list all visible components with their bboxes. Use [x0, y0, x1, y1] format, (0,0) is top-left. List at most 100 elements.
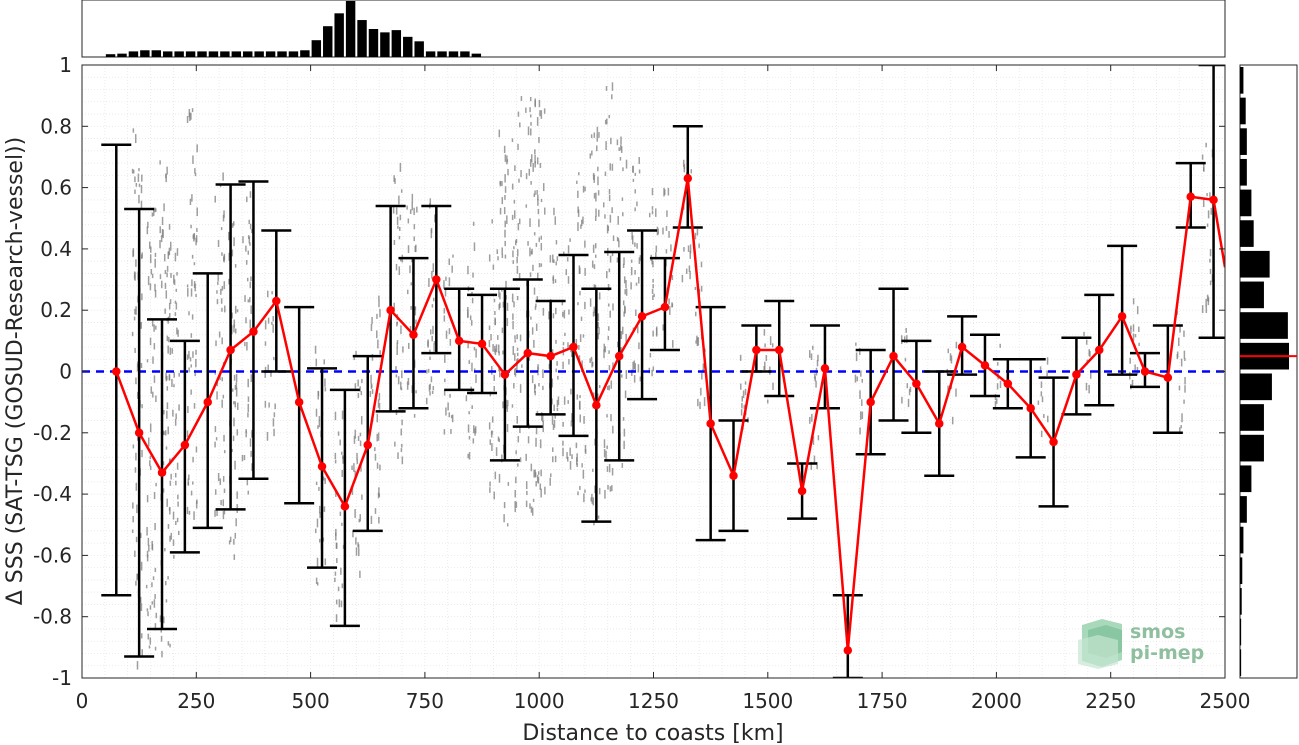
scatter-point — [651, 188, 654, 196]
scatter-point — [371, 317, 373, 325]
scatter-point — [268, 402, 270, 408]
scatter-point — [171, 348, 173, 354]
scatter-point — [525, 481, 528, 490]
scatter-point — [551, 349, 554, 355]
scatter-point — [145, 584, 148, 589]
scatter-point — [567, 342, 569, 348]
scatter-point — [859, 347, 861, 356]
scatter-point — [949, 353, 952, 361]
scatter-point — [378, 393, 381, 401]
scatter-point — [536, 117, 539, 126]
scatter-point — [190, 490, 193, 496]
scatter-point — [507, 400, 509, 407]
scatter-point — [530, 122, 532, 126]
scatter-point — [153, 324, 155, 332]
scatter-point — [542, 428, 544, 433]
scatter-point — [400, 428, 403, 436]
scatter-point — [1184, 385, 1186, 393]
scatter-point — [604, 214, 606, 219]
scatter-point — [534, 161, 536, 168]
scatter-point — [221, 252, 223, 256]
top-histogram-bar — [414, 41, 424, 57]
scatter-point — [598, 487, 601, 495]
scatter-point — [427, 368, 430, 373]
scatter-point — [1129, 372, 1131, 380]
scatter-point — [636, 243, 638, 249]
scatter-point — [190, 364, 192, 368]
scatter-point — [593, 306, 596, 314]
scatter-point — [467, 309, 469, 318]
scatter-point — [140, 362, 143, 369]
scatter-point — [233, 538, 235, 545]
scatter-point — [665, 225, 668, 231]
scatter-point — [494, 317, 496, 326]
scatter-point — [378, 300, 380, 308]
scatter-point — [398, 235, 401, 240]
scatter-point — [542, 420, 544, 430]
mean-point — [294, 397, 304, 407]
mean-series-line — [115, 178, 1225, 651]
scatter-point — [579, 395, 581, 399]
scatter-point — [569, 460, 572, 470]
scatter-point — [233, 554, 236, 560]
scatter-point — [817, 435, 820, 441]
scatter-point — [222, 511, 225, 520]
scatter-point — [608, 114, 611, 119]
scatter-point — [1047, 415, 1049, 423]
scatter-point — [264, 372, 266, 378]
scatter-point — [323, 359, 325, 365]
scatter-point — [569, 447, 571, 456]
scatter-point — [245, 260, 248, 265]
scatter-point — [318, 416, 321, 421]
scatter-point — [191, 194, 193, 202]
scatter-point — [173, 384, 175, 388]
scatter-point — [596, 145, 598, 152]
scatter-point — [999, 380, 1002, 389]
scatter-point — [540, 263, 543, 267]
scatter-point — [535, 437, 537, 447]
scatter-point — [703, 397, 706, 407]
scatter-point — [189, 357, 192, 362]
scatter-point — [518, 273, 521, 281]
scatter-point — [530, 463, 533, 472]
scatter-point — [557, 375, 559, 380]
scatter-point — [357, 544, 360, 549]
top-histogram-bar — [403, 36, 413, 57]
scatter-point — [221, 377, 223, 382]
scatter-point — [511, 138, 514, 143]
scatter-point — [334, 411, 337, 421]
scatter-point — [400, 381, 402, 390]
scatter-point — [140, 322, 143, 329]
scatter-point — [651, 288, 654, 295]
scatter-point — [612, 425, 614, 434]
scatter-point — [223, 256, 225, 261]
scatter-point — [195, 358, 197, 368]
scatter-point — [196, 144, 198, 153]
scatter-point — [244, 295, 246, 302]
scatter-point — [501, 247, 503, 255]
scatter-point — [702, 363, 705, 370]
scatter-point — [132, 248, 135, 257]
scatter-point — [638, 157, 640, 164]
scatter-point — [562, 440, 564, 446]
scatter-point — [131, 168, 134, 174]
top-histogram-bar — [288, 51, 299, 57]
scatter-point — [531, 327, 534, 335]
scatter-point — [955, 388, 957, 397]
scatter-point — [611, 207, 613, 214]
scatter-point — [1085, 339, 1088, 345]
scatter-point — [471, 405, 473, 409]
scatter-point — [537, 471, 540, 475]
scatter-point — [173, 279, 176, 285]
mean-point — [1186, 192, 1195, 202]
scatter-point — [534, 384, 536, 389]
scatter-point — [766, 399, 769, 404]
scatter-point — [189, 198, 192, 206]
right-histogram-bar — [1240, 97, 1246, 125]
mean-point — [683, 174, 693, 183]
scatter-point — [247, 299, 250, 303]
scatter-point — [625, 333, 627, 343]
mean-series-markers — [112, 174, 1218, 655]
scatter-point — [188, 474, 190, 480]
scatter-point — [579, 401, 581, 410]
